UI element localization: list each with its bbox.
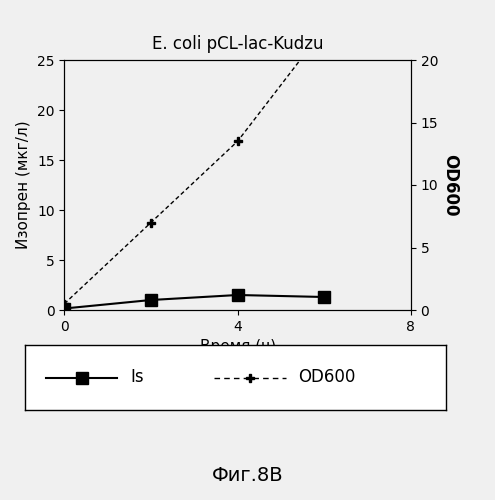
Text: Фиг.8В: Фиг.8В xyxy=(212,466,283,485)
Text: Is: Is xyxy=(130,368,144,386)
Title: E. coli pCL-lac-Kudzu: E. coli pCL-lac-Kudzu xyxy=(152,35,323,53)
Y-axis label: Изопрен (мкг/л): Изопрен (мкг/л) xyxy=(16,120,32,250)
Y-axis label: OD600: OD600 xyxy=(441,154,459,216)
Text: OD600: OD600 xyxy=(298,368,355,386)
X-axis label: Время (ч): Время (ч) xyxy=(199,340,276,354)
